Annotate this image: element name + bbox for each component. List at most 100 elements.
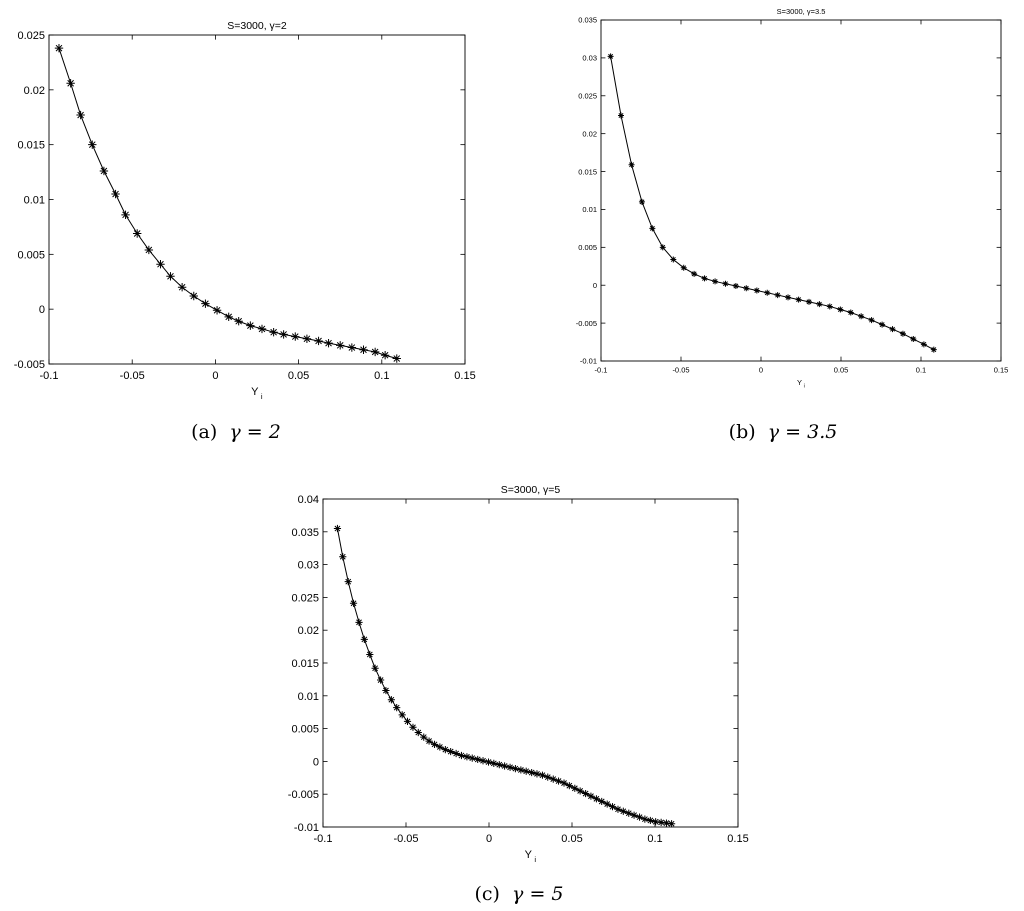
data-point-marker: [436, 743, 444, 751]
data-point-marker: [680, 264, 687, 271]
chart-panel-2: -0.1 -0.05 0 0.05 0.1 0.15 -0.01 -0.005 0 0.005 0.…: [288, 484, 749, 864]
x-axis-label: Y: [797, 378, 802, 387]
data-point-marker: [743, 285, 750, 292]
data-point-marker: [576, 787, 584, 795]
data-point-marker: [484, 758, 493, 766]
data-point-marker: [495, 761, 503, 769]
data-point-marker: [377, 676, 385, 684]
data-point-marker: [425, 737, 433, 745]
x-axis-label: Y: [251, 386, 259, 398]
data-point-marker: [66, 79, 75, 88]
data-point-marker: [506, 763, 514, 771]
data-point-marker: [447, 747, 455, 756]
data-point-marker: [177, 283, 187, 292]
data-point-marker: [560, 779, 568, 787]
data-point-marker: [490, 759, 498, 767]
y-tick-label: 0: [313, 756, 319, 768]
data-point-marker: [420, 733, 428, 741]
x-tick-label: 0.1: [916, 366, 926, 375]
data-point-marker: [837, 306, 844, 313]
data-point-marker: [324, 338, 333, 348]
caption-a: (a) γ = 2: [191, 421, 281, 443]
data-point-marker: [571, 784, 579, 792]
data-point-marker: [76, 110, 85, 120]
data-point-marker: [598, 797, 606, 806]
data-point-marker: [54, 43, 64, 53]
caption-a-prefix: (a): [191, 421, 218, 443]
data-point-marker: [619, 807, 627, 815]
data-point-marker: [314, 336, 323, 346]
x-tick-label: -0.05: [672, 366, 689, 375]
data-point-marker: [587, 792, 595, 800]
x-tick-label: -0.1: [595, 366, 608, 375]
y-tick-label: 0.025: [578, 91, 597, 100]
data-point-marker: [392, 354, 401, 363]
data-point-marker: [246, 321, 255, 330]
y-tick-label: 0.015: [291, 658, 319, 670]
data-point-marker: [628, 161, 635, 168]
data-point-marker: [371, 664, 379, 672]
series-line: [336, 528, 672, 825]
y-tick-label: 0: [39, 304, 45, 316]
y-tick-label: 0.015: [17, 140, 45, 152]
x-axis-label-subscript: i: [804, 384, 805, 390]
data-point-marker: [910, 336, 917, 343]
data-point-marker: [121, 210, 130, 220]
x-tick-label: -0.05: [120, 370, 145, 382]
data-point-marker: [132, 229, 142, 238]
data-point-marker: [212, 306, 222, 315]
x-tick-label: 0.05: [834, 366, 849, 375]
x-tick-label: 0.05: [561, 833, 582, 845]
caption-b-gamma: γ = 3.5: [767, 421, 838, 443]
data-point-marker: [618, 112, 624, 119]
data-point-marker: [393, 704, 401, 712]
data-point-marker: [257, 324, 267, 334]
x-tick-label: -0.1: [314, 833, 333, 845]
data-point-marker: [370, 347, 380, 357]
data-point-marker: [234, 317, 243, 326]
data-point-marker: [452, 749, 460, 758]
data-point-marker: [795, 296, 802, 303]
y-tick-label: -0.01: [580, 357, 597, 366]
data-point-marker: [582, 789, 590, 798]
data-point-marker: [156, 260, 165, 269]
caption-b: (b) γ = 3.5: [729, 421, 838, 443]
data-point-marker: [614, 805, 622, 813]
y-tick-label: -0.005: [576, 319, 597, 328]
data-point-marker: [349, 599, 358, 607]
data-point-marker: [511, 765, 519, 773]
data-point-marker: [565, 782, 573, 790]
y-tick-label: 0.025: [17, 30, 45, 42]
data-point-marker: [99, 166, 109, 176]
data-point-marker: [382, 686, 390, 695]
data-point-marker: [403, 717, 412, 725]
y-tick-label: 0.035: [578, 16, 597, 25]
x-axis-label-subscript: i: [261, 392, 263, 401]
data-point-marker: [344, 578, 352, 586]
data-point-marker: [430, 740, 439, 748]
data-point-marker: [360, 635, 368, 643]
data-point-marker: [189, 291, 198, 301]
data-point-marker: [607, 53, 614, 60]
data-point-marker: [111, 189, 120, 199]
data-point-marker: [785, 294, 792, 301]
data-point-marker: [359, 345, 368, 354]
data-point-marker: [457, 751, 466, 760]
data-point-marker: [670, 256, 677, 263]
data-point-marker: [625, 809, 633, 817]
data-point-marker: [355, 618, 363, 626]
data-point-marker: [88, 140, 97, 149]
data-point-marker: [630, 811, 638, 819]
y-tick-label: -0.005: [288, 789, 319, 801]
y-tick-label: 0.005: [578, 243, 597, 252]
data-point-marker: [712, 278, 719, 285]
y-tick-label: 0.04: [298, 494, 319, 506]
series-line: [610, 56, 935, 351]
data-point-marker: [646, 816, 654, 825]
data-point-marker: [847, 309, 854, 316]
data-point-marker: [920, 341, 927, 348]
y-tick-label: 0.035: [291, 527, 319, 539]
caption-c: (c) γ = 5: [474, 883, 563, 905]
chart-title: S=3000, γ=2: [227, 20, 287, 32]
data-point-marker: [479, 757, 487, 765]
